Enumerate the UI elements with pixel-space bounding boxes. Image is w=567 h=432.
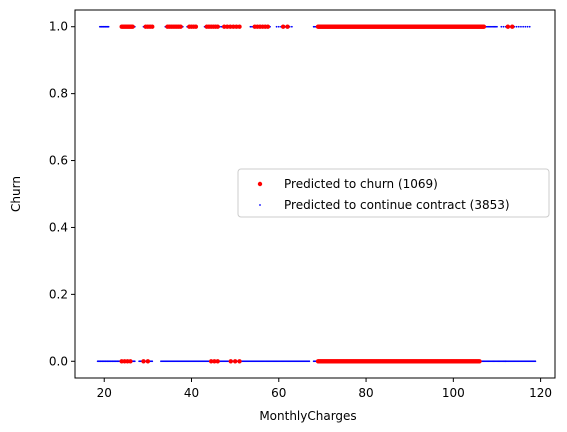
legend-label-churn: Predicted to churn (1069)	[284, 177, 438, 191]
y-tick-label: 0.6	[49, 154, 68, 168]
legend-label-continue: Predicted to continue contract (3853)	[284, 198, 510, 212]
x-tick-label: 120	[529, 386, 552, 400]
continue-point	[314, 25, 316, 28]
continue-point	[515, 25, 518, 28]
continue-point	[312, 25, 315, 28]
continue-point	[493, 25, 496, 28]
y-tick-label: 0.2	[49, 287, 68, 301]
y-tick-label: 1.0	[49, 20, 68, 34]
continue-point	[487, 25, 490, 28]
continue-point	[526, 25, 529, 28]
churn-point	[130, 24, 135, 29]
continue-point	[251, 25, 253, 28]
churn-point	[237, 24, 242, 29]
churn-point	[228, 359, 233, 364]
y-tick-label: 0.4	[49, 220, 68, 234]
churn-point	[215, 359, 220, 364]
y-tick-label: 0.8	[49, 87, 68, 101]
legend-marker-churn	[257, 181, 263, 187]
legend-frame	[237, 168, 550, 218]
churn-point	[232, 359, 238, 364]
churn-point	[178, 24, 183, 29]
churn-point	[237, 359, 242, 364]
churn-point	[285, 24, 290, 29]
legend-marker-continue	[259, 204, 261, 206]
churn-point	[208, 359, 214, 364]
continue-point	[534, 360, 537, 363]
continue-point	[500, 25, 503, 28]
continue-point	[517, 25, 520, 28]
churn-point	[234, 24, 239, 29]
continue-point	[496, 25, 498, 28]
continue-point	[107, 25, 110, 28]
continue-point	[488, 25, 491, 28]
continue-point	[151, 360, 154, 363]
churn-point	[215, 24, 220, 29]
continue-point	[220, 25, 223, 28]
churn-point	[280, 24, 286, 29]
plot-frame	[74, 9, 556, 379]
continue-point	[528, 25, 531, 28]
continue-point	[494, 25, 497, 28]
x-axis-label: MonthlyCharges	[259, 409, 356, 423]
churn-point	[481, 24, 487, 29]
churn-point	[145, 359, 151, 364]
continue-point	[133, 360, 136, 363]
x-tick-label: 100	[442, 386, 465, 400]
y-axis-label: Churn	[9, 176, 23, 212]
y-tick-label: 0.0	[49, 354, 68, 368]
x-tick-label: 20	[97, 386, 112, 400]
continue-point	[522, 25, 525, 28]
x-axis: 20 40 60 80 100 120	[97, 378, 552, 400]
churn-point	[510, 24, 515, 29]
churn-point	[212, 359, 217, 364]
churn-point	[505, 24, 511, 29]
continue-point	[486, 25, 489, 28]
continue-point	[502, 25, 505, 28]
churn-point	[128, 359, 133, 364]
churn-point	[231, 24, 236, 29]
churn-point	[141, 359, 146, 364]
churn-point	[150, 24, 155, 29]
x-tick-label: 40	[184, 386, 199, 400]
churn-point	[193, 24, 199, 29]
continue-point	[520, 25, 522, 28]
churn-point	[477, 359, 482, 364]
continue-point	[290, 25, 293, 28]
continue-point	[275, 25, 278, 28]
x-tick-label: 80	[358, 386, 373, 400]
series-0	[119, 24, 515, 364]
continue-point	[492, 25, 495, 28]
churn-point	[228, 24, 233, 29]
x-tick-label: 60	[271, 386, 286, 400]
continue-point	[489, 25, 492, 28]
continue-point	[524, 25, 527, 28]
continue-point	[308, 360, 311, 363]
churn-point	[225, 24, 230, 29]
data-marks	[96, 24, 537, 364]
continue-point	[249, 25, 252, 28]
y-axis: 0.0 0.2 0.4 0.6 0.8 1.0	[49, 20, 75, 368]
churn-point	[265, 24, 271, 29]
continue-point	[491, 25, 493, 28]
legend: Predicted to churn (1069) Predicted to c…	[237, 168, 550, 218]
churn-point	[222, 24, 227, 29]
continue-point	[277, 25, 280, 28]
